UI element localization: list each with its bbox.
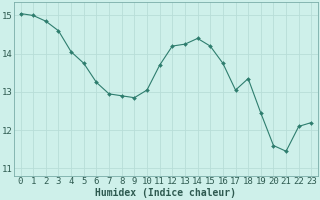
X-axis label: Humidex (Indice chaleur): Humidex (Indice chaleur)	[95, 188, 236, 198]
